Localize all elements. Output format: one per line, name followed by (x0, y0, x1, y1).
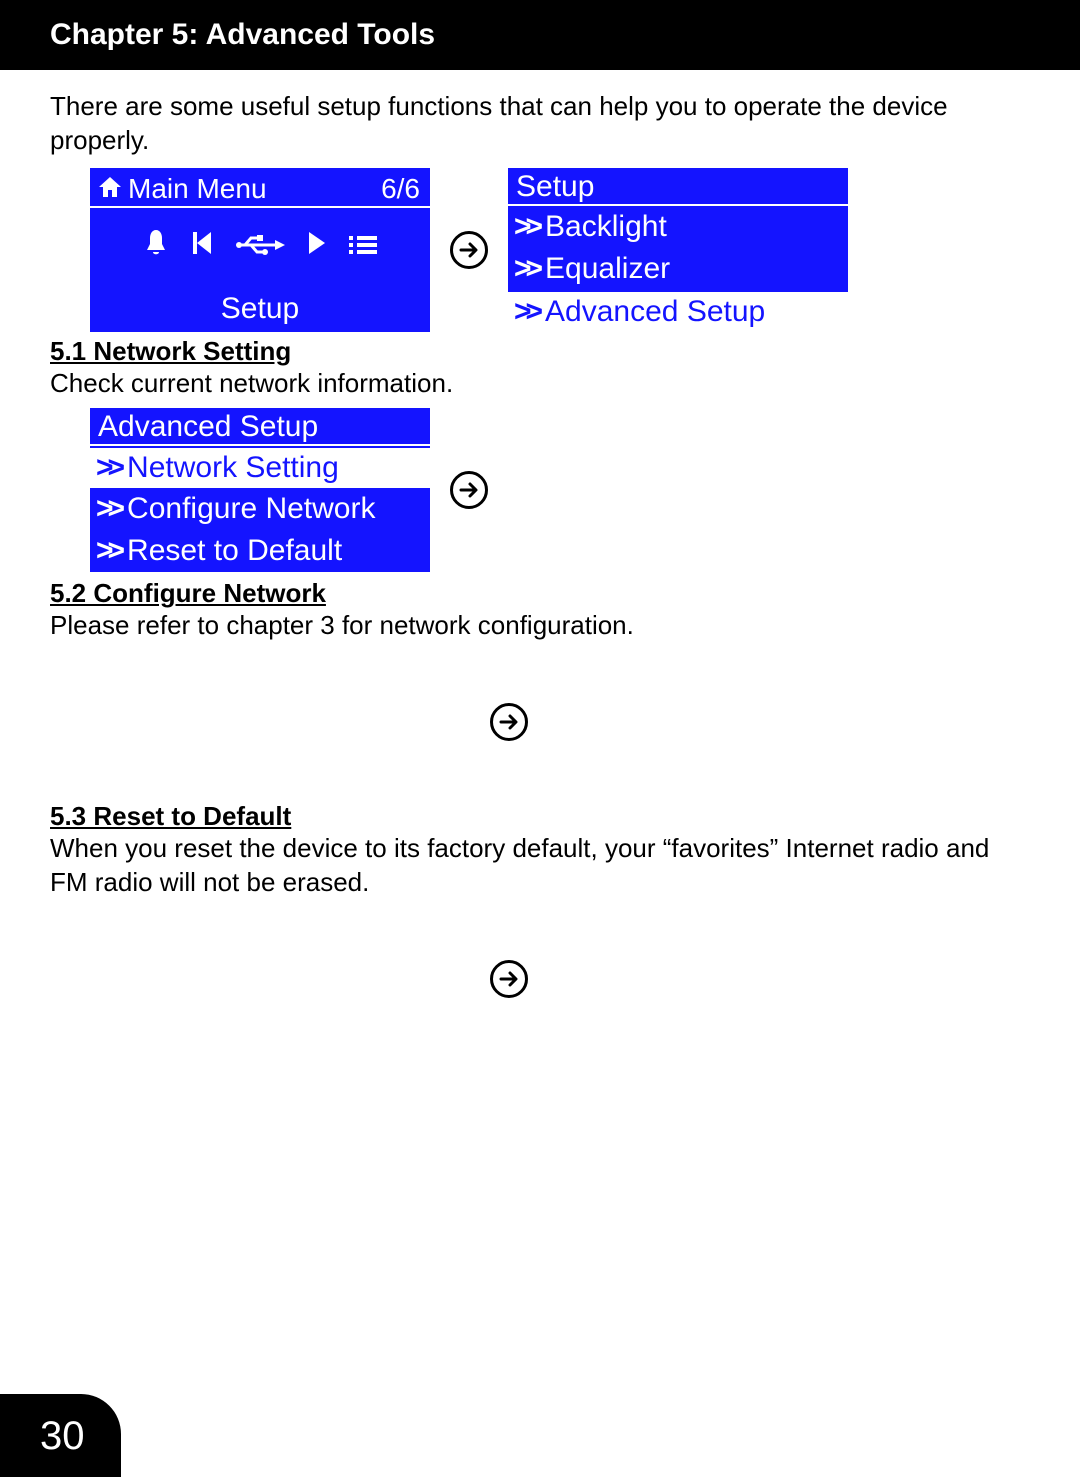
menu-item-backlight: >> Backlight (508, 206, 848, 248)
home-icon (98, 173, 122, 205)
main-menu-screen: Main Menu 6/6 (90, 168, 430, 332)
page-number-value: 30 (40, 1414, 85, 1458)
intro-text: There are some useful setup functions th… (50, 90, 1030, 158)
chevron-icon: >> (514, 252, 537, 286)
chevron-icon: >> (96, 534, 119, 568)
menu-item-network-setting: >> Network Setting (90, 446, 430, 488)
menu-item-equalizer: >> Equalizer (508, 248, 848, 290)
main-menu-header: Main Menu 6/6 (90, 168, 430, 208)
menu-item-configure-network: >> Configure Network (90, 488, 430, 530)
arrow-icon (490, 960, 528, 998)
menu-item-label: Equalizer (545, 252, 670, 286)
chapter-title: Chapter 5: Advanced Tools (50, 18, 435, 51)
screens-row-1: Main Menu 6/6 (90, 168, 1030, 332)
advanced-setup-screen: Advanced Setup >> Network Setting >> Con… (90, 408, 430, 572)
section-5-2-heading: 5.2 Configure Network (50, 578, 1030, 609)
section-5-3-text: When you reset the device to its factory… (50, 832, 1030, 900)
main-menu-counter: 6/6 (381, 173, 420, 205)
bell-icon (143, 228, 169, 266)
prev-icon (191, 230, 213, 264)
usb-icon (235, 230, 285, 264)
chevron-icon: >> (514, 210, 537, 244)
main-menu-title: Main Menu (128, 173, 267, 205)
main-menu-icons (90, 208, 430, 286)
section-5-1-text: Check current network information. (50, 367, 1030, 401)
menu-item-reset-default: >> Reset to Default (90, 530, 430, 572)
menu-item-label: Configure Network (127, 492, 375, 526)
arrow-icon (450, 471, 488, 509)
setup-menu-screen: Setup >> Backlight >> Equalizer >> Advan… (508, 168, 848, 332)
chevron-icon: >> (514, 295, 537, 329)
page-content: There are some useful setup functions th… (0, 70, 1080, 998)
menu-item-label: Backlight (545, 210, 667, 244)
page-number: 30 (0, 1394, 121, 1477)
section-5-2-text: Please refer to chapter 3 for network co… (50, 609, 1030, 643)
arrow-icon (490, 703, 528, 741)
advanced-setup-title: Advanced Setup (90, 408, 430, 446)
menu-item-advanced-setup: >> Advanced Setup (508, 290, 848, 332)
menu-item-label: Reset to Default (127, 534, 342, 568)
section-5-3-heading: 5.3 Reset to Default (50, 801, 1030, 832)
screens-row-2: Advanced Setup >> Network Setting >> Con… (90, 408, 1030, 572)
chevron-icon: >> (96, 451, 119, 485)
menu-item-label: Network Setting (127, 451, 339, 485)
arrow-icon (450, 231, 488, 269)
play-icon (307, 230, 327, 264)
menu-item-label: Advanced Setup (545, 295, 765, 329)
setup-menu-title: Setup (508, 168, 848, 206)
main-menu-bottom-label: Setup (90, 286, 430, 332)
list-icon (349, 230, 377, 264)
chevron-icon: >> (96, 492, 119, 526)
section-5-1-heading: 5.1 Network Setting (50, 336, 1030, 367)
chapter-header: Chapter 5: Advanced Tools (0, 0, 1080, 70)
